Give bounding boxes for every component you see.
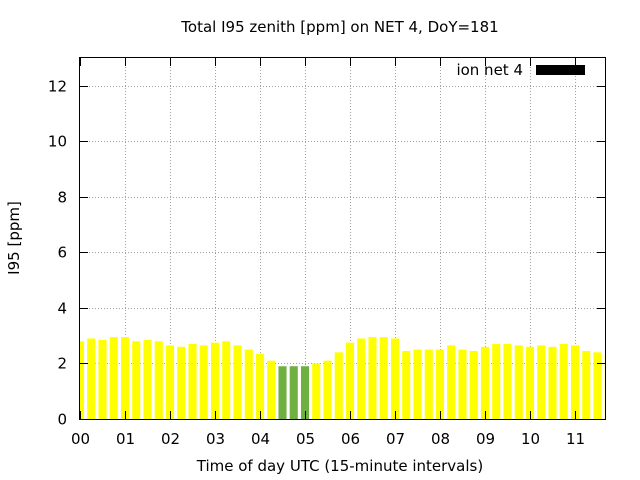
x-tick-label: 08	[431, 430, 450, 448]
bars	[80, 337, 605, 419]
bar	[447, 345, 456, 419]
bar	[503, 344, 512, 419]
bar	[334, 352, 343, 419]
bar	[480, 346, 490, 419]
y-tick-label: 4	[57, 300, 67, 318]
bar	[458, 349, 467, 419]
bar	[120, 337, 130, 419]
bar	[492, 344, 501, 419]
bar	[424, 349, 433, 419]
x-tick-label: 00	[71, 430, 90, 448]
y-tick-label: 0	[57, 411, 67, 429]
bar	[379, 337, 388, 419]
bar	[559, 344, 568, 419]
x-tick-label: 09	[476, 430, 495, 448]
bar	[537, 345, 546, 419]
chart-title: Total I95 zenith [ppm] on NET 4, DoY=181	[180, 18, 498, 36]
bar	[188, 344, 197, 419]
bar	[525, 346, 535, 419]
bar	[267, 360, 276, 419]
bar	[154, 341, 163, 419]
x-tick-label: 06	[341, 430, 360, 448]
bar	[87, 338, 96, 419]
y-axis-label: I95 [ppm]	[5, 201, 23, 275]
y-tick-label: 6	[57, 244, 67, 262]
y-tick-label: 12	[48, 78, 67, 96]
y-tick-label: 10	[48, 133, 67, 151]
bar	[199, 345, 208, 419]
bar	[390, 338, 400, 419]
plot-frame	[79, 57, 606, 420]
x-tick-label: 10	[521, 430, 540, 448]
bar	[368, 337, 377, 419]
bar	[80, 341, 85, 419]
bar	[210, 342, 220, 419]
legend-swatch	[536, 65, 585, 75]
bar	[222, 341, 231, 419]
bar	[402, 350, 411, 419]
bar	[289, 366, 298, 419]
x-tick-label: 07	[386, 430, 405, 448]
y-tick-label: 2	[57, 355, 67, 373]
x-axis-label: Time of day UTC (15-minute intervals)	[196, 457, 483, 475]
x-tick-label: 05	[296, 430, 315, 448]
bar	[177, 346, 186, 419]
bar	[132, 341, 141, 419]
bar	[323, 360, 332, 419]
bar	[255, 353, 265, 419]
bar	[514, 345, 523, 419]
legend-label: ion net 4	[456, 61, 523, 79]
x-tick-label: 04	[251, 430, 270, 448]
bar	[143, 339, 152, 419]
bar	[233, 345, 242, 419]
legend: ion net 4	[456, 61, 585, 79]
bar	[570, 345, 580, 419]
bar	[413, 349, 422, 419]
bar	[582, 350, 591, 419]
bar	[357, 338, 366, 419]
bar	[109, 337, 118, 419]
bar	[165, 345, 175, 419]
bar	[98, 339, 107, 419]
x-tick-label: 03	[206, 430, 225, 448]
bar	[593, 352, 602, 419]
bar	[435, 349, 445, 419]
bar	[312, 363, 321, 419]
x-tick-label: 02	[161, 430, 180, 448]
x-tick-label: 11	[566, 430, 585, 448]
bar	[278, 366, 287, 419]
x-tick-label: 01	[116, 430, 135, 448]
bar	[548, 346, 557, 419]
bar	[300, 366, 310, 419]
bar	[469, 350, 478, 419]
bar	[345, 342, 355, 419]
bar	[244, 349, 253, 419]
y-tick-label: 8	[57, 189, 67, 207]
